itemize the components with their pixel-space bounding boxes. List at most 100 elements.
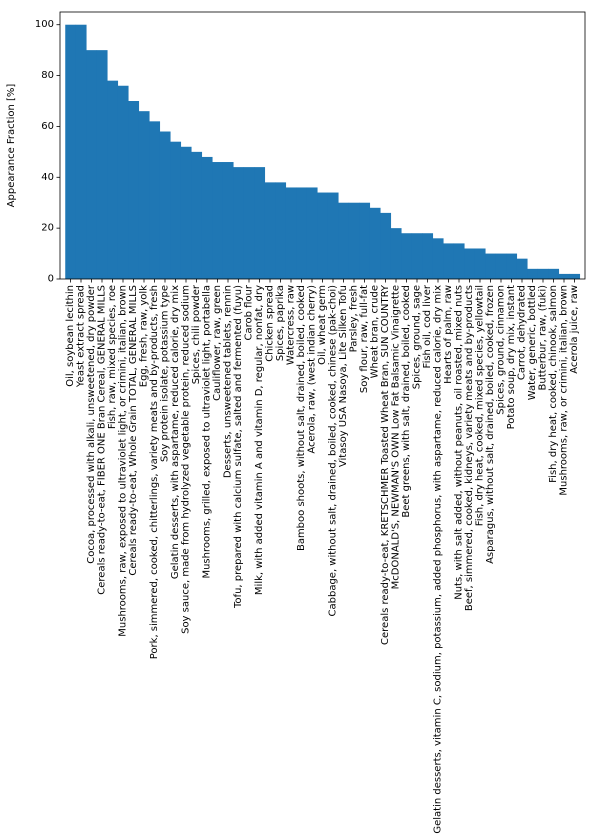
x-tick-label: Spices, ground, sage — [412, 285, 423, 389]
bar — [107, 80, 119, 279]
y-tick-label: 60 — [41, 121, 54, 132]
x-tick-label: Spices, paprika — [275, 285, 286, 361]
x-tick-label: Cereals ready-to-eat, Whole Grain TOTAL,… — [128, 285, 139, 576]
bar — [537, 268, 549, 279]
bar — [495, 253, 507, 279]
bar — [296, 187, 308, 279]
bar — [453, 243, 465, 279]
bar — [516, 258, 528, 279]
bar — [317, 192, 329, 279]
x-tick-label: Spices, ground, cinnamon — [496, 285, 507, 415]
y-tick-label: 40 — [41, 172, 54, 183]
x-tick-label: Soy protein isolate, potassium type — [160, 285, 171, 462]
x-tick-label: Watercress, raw — [286, 285, 297, 365]
y-tick-label: 0 — [48, 274, 54, 285]
bar — [264, 182, 276, 279]
x-tick-label: Mushrooms, raw, or crimini, italian, bro… — [559, 285, 570, 496]
x-tick-label: Oil, soybean lecithin — [65, 285, 76, 387]
bar — [96, 50, 108, 279]
bar — [443, 243, 455, 279]
x-tick-label: Fish, raw, mixed species, roe — [107, 285, 118, 429]
bar — [149, 121, 161, 279]
x-tick-label: Water, generic, bottled — [527, 285, 538, 400]
x-tick-label: Gelatin desserts, with aspartame, reduce… — [170, 285, 181, 579]
x-tick-label: Soy sauce, made from hydrolyzed vegetabl… — [181, 285, 192, 634]
bar — [306, 187, 318, 279]
x-tick-label: Mushrooms, grilled, exposed to ultraviol… — [202, 285, 213, 579]
bar — [432, 238, 444, 279]
x-tick-label: Milk, with added vitamin A and vitamin D… — [254, 285, 265, 595]
x-tick-label: Cereals ready-to-eat, KRETSCHMER Toasted… — [380, 284, 391, 645]
bar — [380, 212, 392, 279]
bar — [117, 85, 129, 280]
bar — [338, 202, 350, 279]
bar — [180, 146, 192, 279]
x-tick-label: Asparagus, without salt, drained, boiled… — [485, 285, 496, 564]
plot-frame — [59, 11, 586, 280]
x-tick-label: Gelatin desserts, vitamin C, sodium, pot… — [433, 285, 444, 834]
bar — [212, 162, 224, 279]
y-axis-label: Appearance Fraction [%] — [6, 84, 17, 208]
y-ticks-group: 0 20 40 60 80 100 — [35, 19, 60, 285]
bar — [65, 24, 77, 280]
x-tick-label: Fish, dry heat, cooked, mixed species, y… — [475, 285, 486, 526]
bar — [285, 187, 297, 279]
bar — [138, 111, 150, 279]
bar — [558, 273, 570, 279]
y-tick-label: 20 — [41, 223, 54, 234]
x-tick-label: Nuts, with salt added, without peanuts, … — [454, 285, 465, 600]
x-tick-label: Beet greens, with salt, drained, boiled,… — [401, 285, 412, 518]
bar — [254, 167, 266, 279]
x-tick-label: Soy flour, raw, full-fat — [359, 285, 370, 393]
x-tick-label: Carob flour — [244, 284, 255, 340]
x-tick-label: Spices, chili powder — [191, 284, 202, 384]
x-tick-label: Butterbur, raw, (fuki) — [538, 285, 549, 391]
x-tick-label: Chicken spread — [265, 285, 276, 362]
bar — [464, 248, 476, 279]
x-tick-label: Cauliflower, raw, green — [212, 285, 223, 401]
x-tick-label: Cereals ready-to-eat, FIBER ONE Bran Cer… — [97, 285, 108, 595]
bar — [275, 182, 287, 279]
x-tick-label: Hearts of palm, raw — [443, 285, 454, 384]
bar — [390, 228, 402, 279]
x-tick-label: Vitasoy USA Nasoya, Lite Silken Tofu — [338, 285, 349, 467]
bar — [422, 233, 434, 279]
bar — [222, 162, 234, 279]
bars-group — [65, 24, 581, 280]
x-tick-label: Egg, fresh, raw, yolk — [139, 285, 150, 387]
bar — [159, 131, 171, 279]
y-tick-label: 80 — [41, 70, 54, 81]
bar — [75, 24, 87, 280]
bar — [359, 202, 371, 279]
x-tick-label: Cocoa, processed with alkali, unsweetene… — [86, 284, 97, 564]
bar — [327, 192, 339, 279]
bar — [369, 207, 381, 279]
bar — [128, 101, 140, 279]
bar — [485, 253, 497, 279]
x-tick-label: Parsley, fresh — [349, 285, 360, 352]
x-tick-label: Fish, dry heat, cooked, chinook, salmon — [548, 285, 559, 483]
bar — [86, 50, 98, 279]
bar — [527, 268, 539, 279]
x-tick-label: Fish oil, cod liver — [422, 284, 433, 368]
x-tick-label: Cabbage, without salt, drained, boiled, … — [328, 285, 339, 617]
bar — [243, 167, 255, 279]
bar — [401, 233, 413, 279]
bar — [506, 253, 518, 279]
bar — [170, 141, 182, 279]
x-tick-label: Bamboo shoots, without salt, drained, bo… — [296, 285, 307, 551]
bar — [569, 273, 581, 279]
x-tick-label: Acerola, raw, (west indian cherry) — [307, 285, 318, 454]
x-tick-label: Carrot, dehydrated — [517, 285, 528, 380]
bar — [191, 151, 203, 279]
x-tick-label: Mushrooms, raw, exposed to ultraviolet l… — [118, 285, 129, 637]
x-tick-label: Yeast extract spread — [76, 285, 87, 388]
x-tick-label: Desserts, unsweetened tablets, rennin — [223, 285, 234, 478]
x-tick-label: Potato soup, dry mix, instant — [506, 285, 517, 429]
bar — [348, 202, 360, 279]
x-tick-label: Wheat bran, crude — [370, 285, 381, 378]
y-tick-label: 100 — [35, 19, 54, 30]
x-ticks-group: Oil, soybean lecithin Yeast extract sprea… — [65, 279, 580, 834]
x-tick-label: Pork, simmered, cooked, chitterlings, va… — [149, 285, 160, 659]
